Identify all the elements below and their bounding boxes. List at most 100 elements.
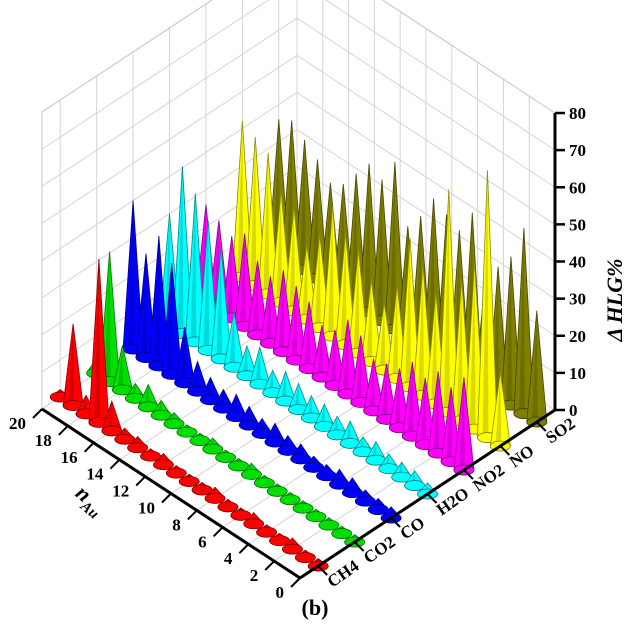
bar-shade [226, 236, 233, 323]
bar-shade [469, 262, 476, 434]
bar-base [253, 477, 275, 489]
bar-base [165, 467, 187, 479]
bar-CO2-8 [241, 462, 262, 480]
x-tick [212, 526, 224, 538]
bar-shade [239, 233, 246, 331]
bar-base [266, 485, 288, 497]
bar-base [202, 443, 224, 455]
bar-H2O-15 [223, 311, 245, 373]
bar-CO2-17 [124, 382, 146, 404]
z-tick-label: 80 [569, 104, 586, 123]
axes-group [32, 111, 565, 588]
y-tick [353, 541, 365, 552]
bar-base [294, 552, 316, 563]
bar-CH4-3 [269, 532, 290, 547]
bar-shade [304, 301, 311, 374]
bar-shade [407, 361, 414, 441]
bar-base [279, 494, 301, 506]
bar-shade [482, 170, 489, 443]
bar-CO-9 [264, 422, 286, 448]
x-tick [290, 577, 301, 588]
bar-base [153, 459, 174, 471]
bar-shade [288, 206, 295, 316]
bar-H2O-10 [288, 382, 309, 415]
bar-CO-15 [187, 360, 208, 397]
bar-CO2-2 [318, 517, 340, 531]
z-tick-label: 0 [569, 401, 578, 420]
y-tick-label: CH4 [324, 556, 363, 591]
bar-shade [276, 190, 283, 307]
bar-H2O-1 [404, 469, 426, 491]
x-tick [187, 509, 198, 521]
bar-shade [379, 303, 386, 375]
bar-shade [389, 161, 396, 334]
x-tick-label: 12 [112, 482, 129, 501]
bar-shade [278, 270, 285, 357]
bar-shade [237, 121, 244, 282]
bar-shade [420, 377, 427, 450]
bar-base [243, 518, 265, 530]
bar-CO2-18 [112, 345, 133, 396]
bar-CH4-14 [127, 435, 149, 454]
bar-shade [117, 345, 124, 395]
bar-H2O-2 [391, 461, 413, 483]
y-tick-label: H2O [433, 484, 473, 520]
x-axis-title: nAu [68, 480, 111, 523]
bar-shade [340, 233, 347, 350]
bar-base [305, 511, 327, 523]
bar-shade [128, 200, 135, 354]
bar-CH4-7 [217, 498, 239, 513]
bar-CO2-7 [253, 474, 275, 489]
bar-shade [518, 227, 525, 419]
bar-shade [381, 363, 388, 424]
z-tick-label: 60 [569, 178, 586, 197]
bar-shade [254, 347, 261, 389]
bar-CO-7 [290, 443, 312, 465]
z-tick-label: 10 [569, 364, 586, 383]
bar-CH4-8 [204, 486, 226, 504]
bar-base [163, 418, 185, 430]
y-tick [426, 493, 438, 504]
box-edge [41, 0, 213, 113]
bar-NO2-10 [324, 329, 346, 391]
bar-CO-13 [212, 388, 234, 414]
bar-shade [355, 335, 362, 407]
bar-shade [314, 234, 321, 333]
bars-group [49, 119, 548, 572]
figure-caption: (b) [302, 595, 329, 620]
x-tick-label: 4 [224, 549, 233, 568]
bar-NO-1 [477, 170, 498, 443]
z-tick-label: 40 [569, 253, 586, 272]
x-tick-label: 0 [276, 583, 285, 602]
bar-base [292, 502, 314, 514]
x-tick-label: 6 [198, 532, 207, 551]
bar-CO-6 [303, 455, 325, 473]
x-tick-label: 10 [138, 499, 155, 518]
bar-H2O-8 [313, 403, 335, 432]
bar-CO2-13 [176, 424, 198, 438]
bar-CO-2 [354, 489, 376, 507]
bar-H2O-13 [249, 345, 271, 390]
bar-shade [392, 285, 399, 383]
box-edge [381, 0, 556, 114]
bar-CO2-5 [279, 491, 301, 506]
x-tick-label: 18 [35, 431, 52, 450]
gridline-z [41, 0, 556, 151]
bar-CO2-1 [331, 525, 353, 539]
bar-CH4-1 [294, 549, 316, 563]
y-tick [390, 517, 401, 528]
bar-base [178, 476, 200, 487]
bar-H2O-6 [339, 420, 361, 449]
bar-H2O-4 [365, 440, 387, 466]
bar-CO2-15 [150, 399, 172, 421]
x-tick-label: 8 [172, 515, 181, 534]
x-tick-label: 20 [9, 414, 26, 433]
bar-shade [505, 256, 512, 410]
bar-shade [166, 262, 173, 379]
bar-CH4-10 [178, 473, 200, 487]
bar-shade [190, 193, 197, 347]
bar-CO-10 [251, 417, 273, 439]
bar-shade [458, 377, 465, 475]
bar-CH4-19 [62, 323, 84, 411]
